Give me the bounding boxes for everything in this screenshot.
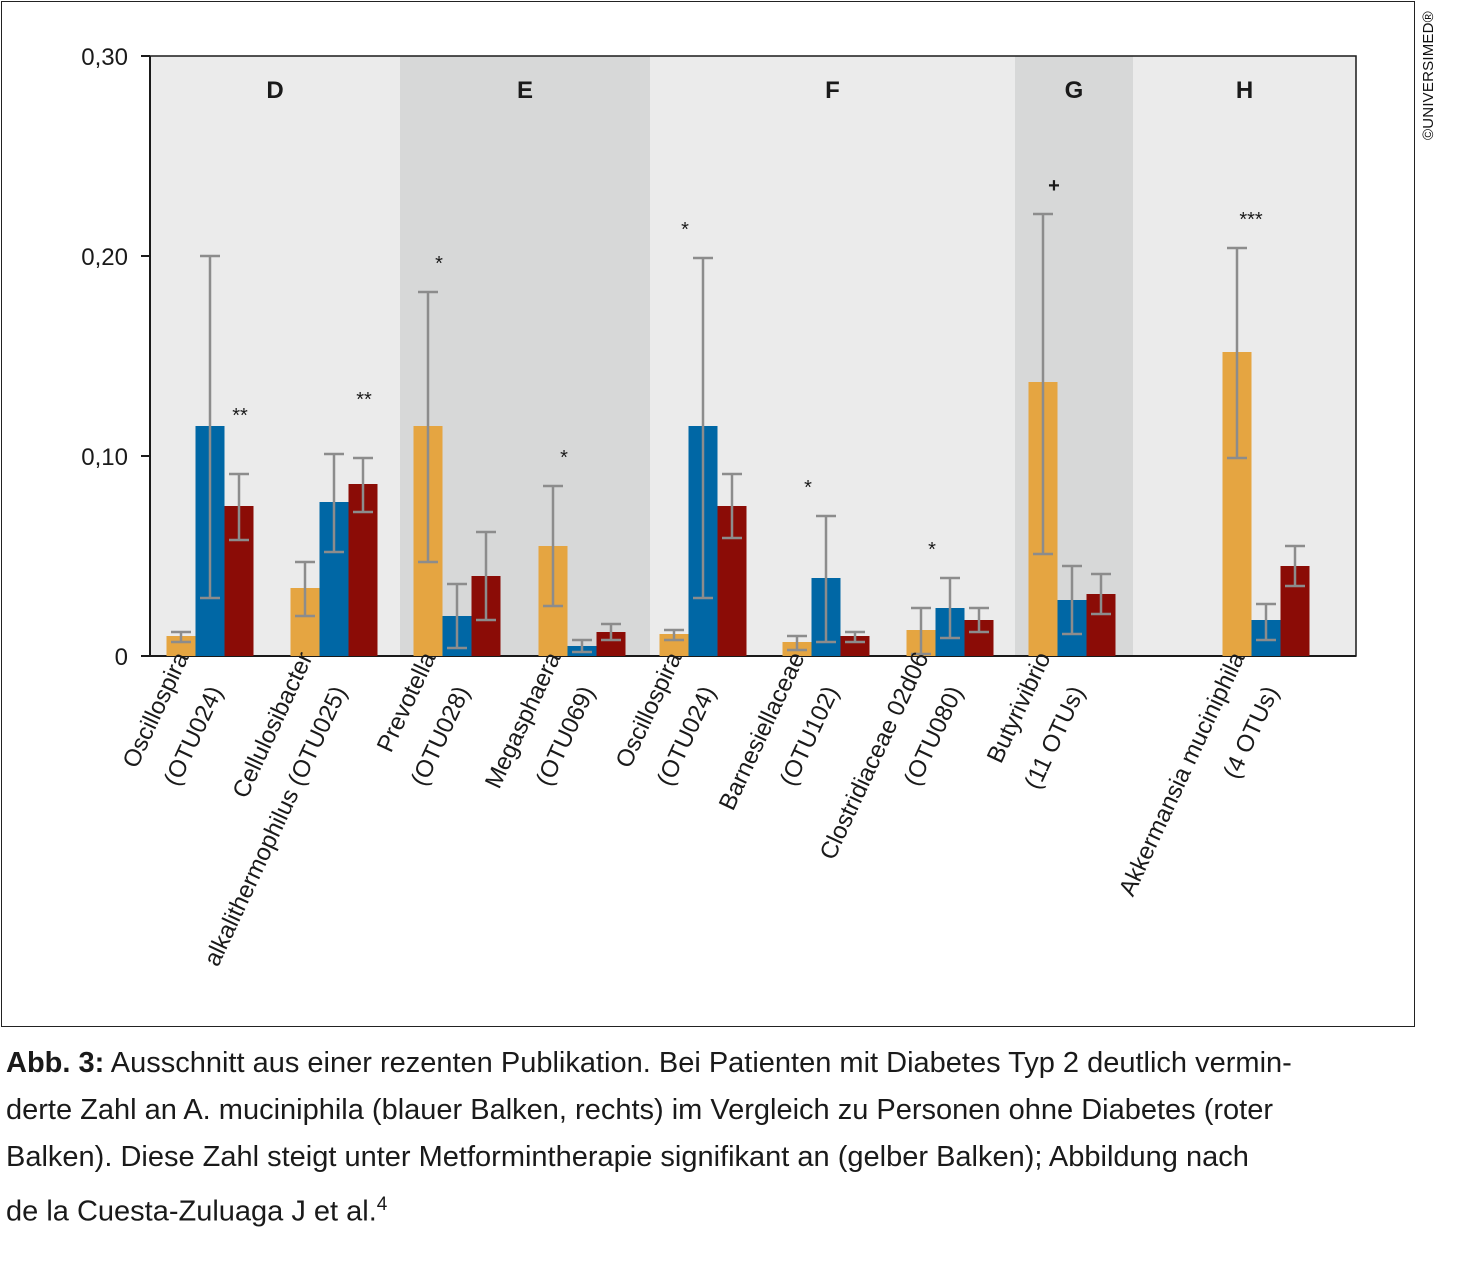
significance-marker: + [1048, 175, 1060, 197]
y-tick-label: 0,20 [81, 244, 128, 271]
y-tick-label: 0,30 [81, 44, 128, 71]
significance-marker: * [681, 219, 689, 241]
copyright-notice: ©UNIVERSIMED® [1420, 11, 1437, 140]
significance-marker: * [435, 253, 443, 275]
significance-marker: ** [232, 405, 248, 427]
y-tick-label: 0 [115, 644, 128, 671]
group-label: H [1236, 77, 1253, 104]
caption-superscript: 4 [376, 1194, 388, 1215]
group-label: F [825, 77, 840, 104]
significance-marker: * [928, 539, 936, 561]
group-label: D [266, 77, 283, 104]
significance-marker: ** [356, 389, 372, 411]
plot-border [149, 55, 1357, 657]
caption-line-2: derte Zahl an A. muciniphila (blauer Bal… [6, 1094, 1273, 1126]
figure-frame [1, 1, 1415, 1027]
caption-label: Abb. 3: [6, 1047, 105, 1079]
caption-line-4: de la Cuesta-Zuluaga J et al. [6, 1195, 377, 1228]
caption-line-1: Ausschnitt aus einer rezenten Publikatio… [110, 1047, 1292, 1079]
group-label: G [1065, 77, 1084, 104]
significance-marker: *** [1239, 209, 1263, 231]
group-label: E [517, 77, 533, 104]
caption-line-3: Balken). Diese Zahl steigt unter Metform… [6, 1141, 1249, 1173]
figure-caption: Abb. 3: Ausschnitt aus einer rezenten Pu… [6, 1040, 1426, 1236]
significance-marker: * [804, 477, 812, 499]
y-tick-label: 0,10 [81, 444, 128, 471]
bar-chart: D E F G H00,100,200,30**Oscillospira(OTU024)… [81, 44, 1357, 970]
significance-marker: * [560, 447, 568, 469]
